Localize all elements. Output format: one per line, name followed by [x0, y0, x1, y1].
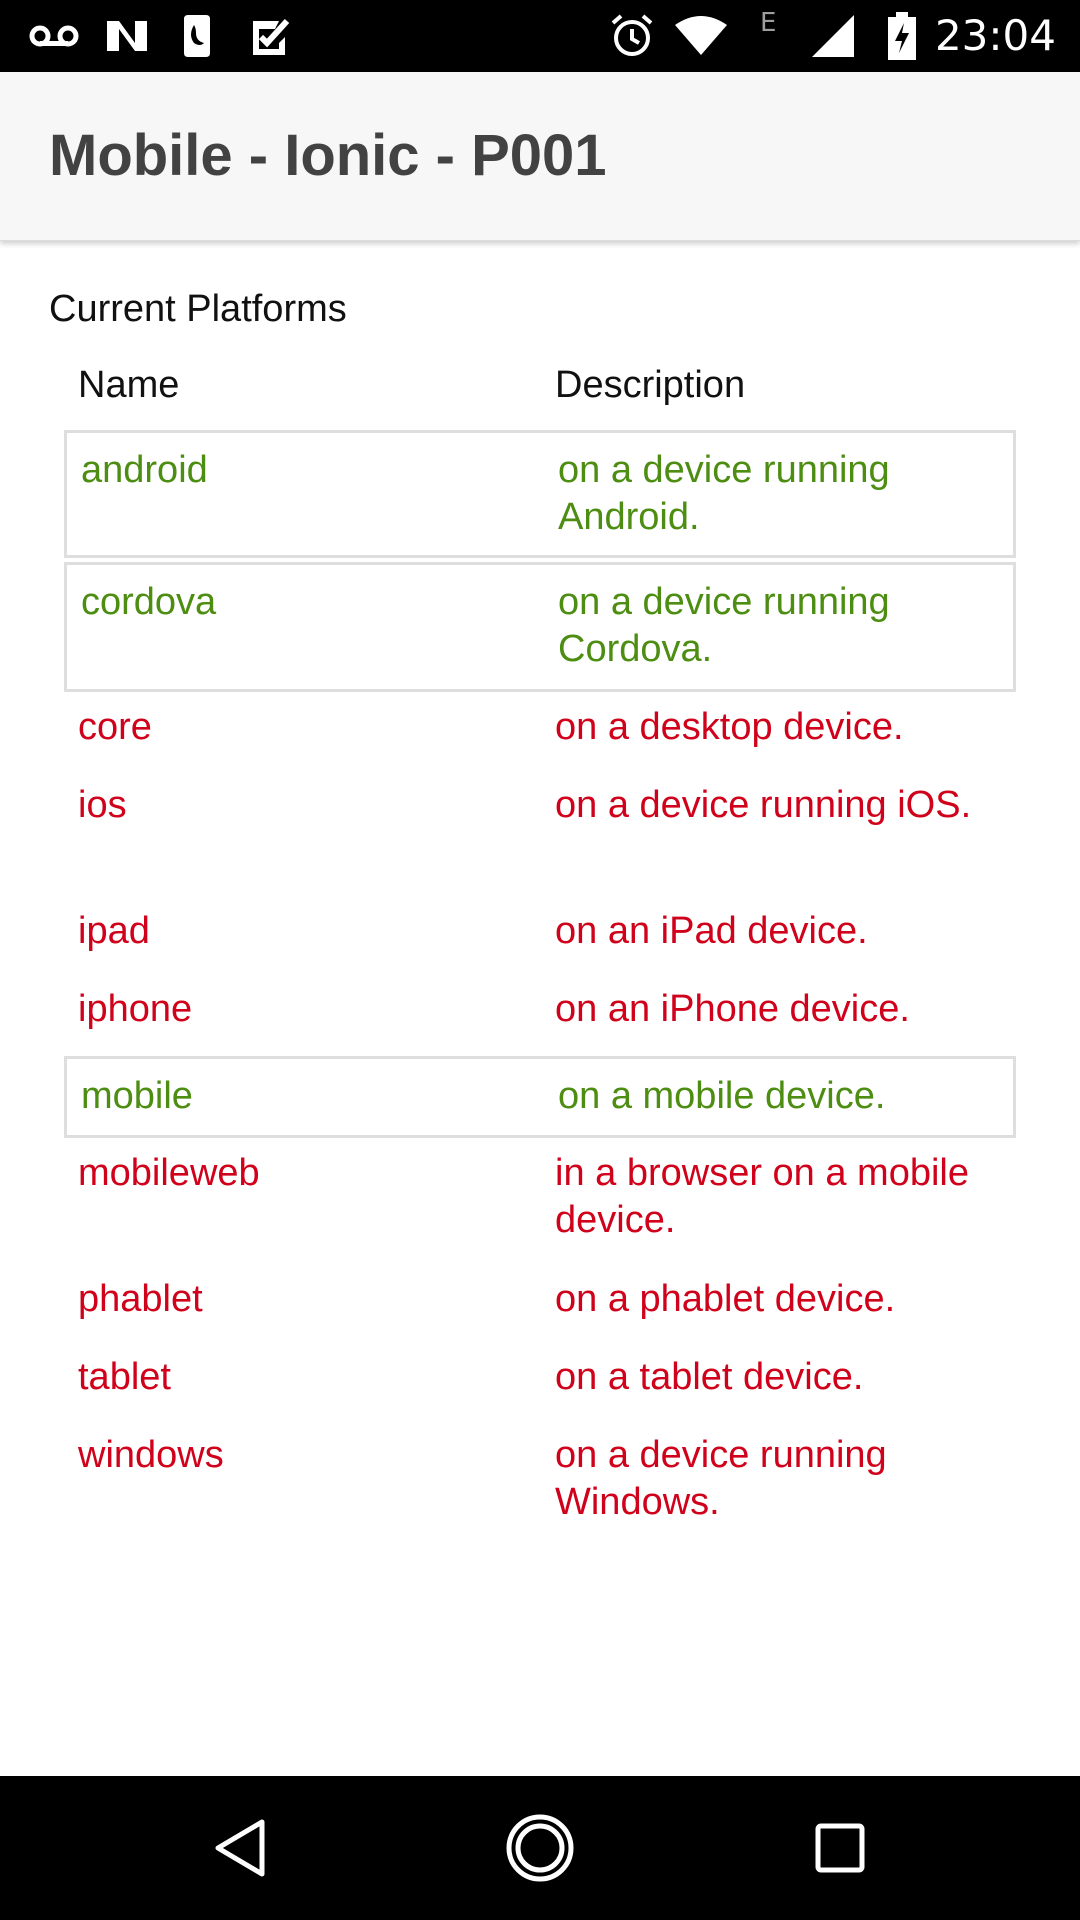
n-notification-icon — [102, 0, 152, 72]
alarm-icon — [608, 0, 656, 72]
check-notification-icon — [248, 0, 292, 72]
platform-description: on a mobile device. — [558, 1075, 886, 1117]
signal-icon — [808, 0, 858, 72]
table-row: iphone on an iPhone device. — [64, 974, 1016, 1030]
platform-name: android — [81, 449, 208, 491]
platform-name: iphone — [78, 988, 193, 1030]
page-title: Mobile - Ionic - P001 — [49, 123, 607, 188]
platform-description: on a device running Android. — [558, 449, 890, 538]
table-row: mobile on a mobile device. — [64, 1056, 1016, 1138]
sim-card-icon — [180, 0, 214, 72]
table-row: cordova on a device running Cordova. — [64, 562, 1016, 692]
platform-name: mobileweb — [78, 1152, 260, 1194]
home-icon[interactable] — [470, 1776, 610, 1920]
platform-description: in a browser on a mobile device. — [555, 1152, 969, 1241]
platform-name: tablet — [78, 1356, 171, 1398]
table-row: tablet on a tablet device. — [64, 1342, 1016, 1420]
platform-table: android on a device running Android. cor… — [64, 430, 1016, 1546]
platform-description: on a desktop device. — [555, 706, 904, 748]
back-icon[interactable] — [170, 1776, 310, 1920]
platform-description: on a device running iOS. — [555, 784, 972, 826]
table-row: mobileweb in a browser on a mobile devic… — [64, 1138, 1016, 1264]
column-header-name: Name — [78, 364, 180, 406]
platform-name: core — [78, 706, 152, 748]
platform-description: on a phablet device. — [555, 1278, 896, 1320]
platform-name: cordova — [81, 581, 217, 623]
battery-charging-icon — [884, 0, 920, 72]
platform-name: mobile — [81, 1075, 193, 1117]
platform-name: ios — [78, 784, 127, 826]
section-label: Current Platforms — [49, 288, 347, 330]
platform-description: on an iPhone device. — [555, 988, 910, 1030]
platform-name: windows — [78, 1434, 224, 1476]
table-row: windows on a device running Windows. — [64, 1420, 1016, 1546]
recents-icon[interactable] — [770, 1776, 910, 1920]
platform-name: ipad — [78, 910, 150, 952]
status-bar: E 23:04 — [0, 0, 1080, 72]
platform-description: on an iPad device. — [555, 910, 868, 952]
table-row: core on a desktop device. — [64, 692, 1016, 770]
app-header: Mobile - Ionic - P001 — [0, 72, 1080, 241]
clock-time: 23:04 — [934, 11, 1056, 60]
navigation-bar — [0, 1776, 1080, 1920]
voicemail-icon — [26, 0, 82, 72]
wifi-icon — [672, 0, 730, 72]
column-header-description: Description — [555, 364, 746, 406]
platform-name: phablet — [78, 1278, 203, 1320]
platform-description: on a device running Cordova. — [558, 581, 890, 670]
table-row: ipad on an iPad device. — [64, 896, 1016, 974]
table-row: ios on a device running iOS. — [64, 770, 1016, 896]
table-row: android on a device running Android. — [64, 430, 1016, 558]
network-type-label: E — [760, 8, 777, 38]
platform-description: on a tablet device. — [555, 1356, 864, 1398]
table-row: phablet on a phablet device. — [64, 1264, 1016, 1342]
platform-description: on a device running Windows. — [555, 1434, 887, 1523]
